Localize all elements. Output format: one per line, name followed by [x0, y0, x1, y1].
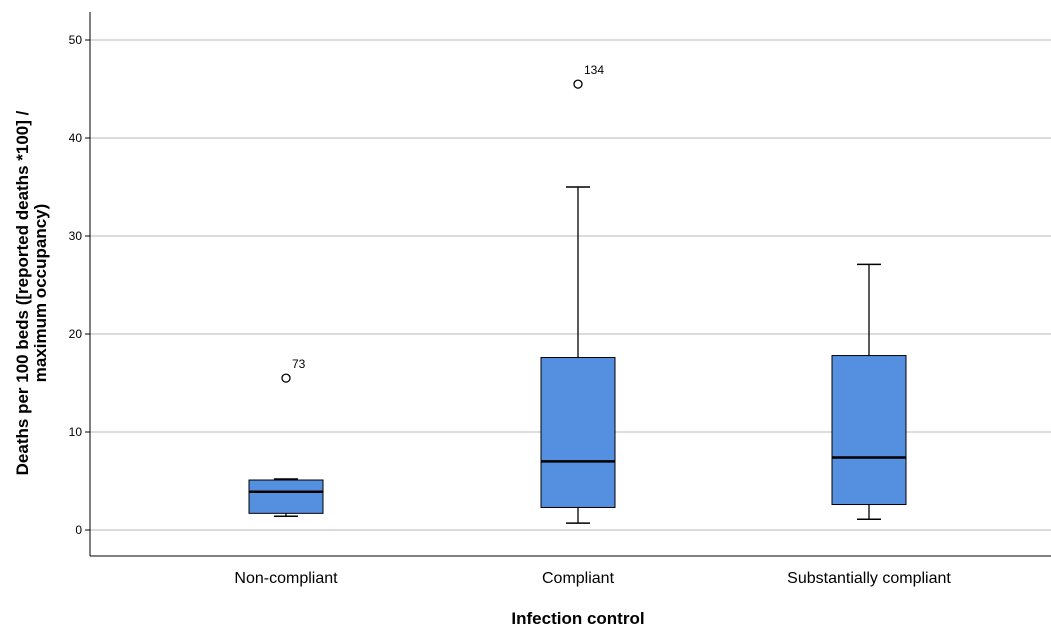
y-axis-title: Deaths per 100 beds ([reported deaths *1… [13, 110, 50, 475]
grid-lines [90, 39, 1051, 531]
box-1: 73 [248, 357, 324, 518]
y-tick-label: 50 [69, 33, 83, 47]
category-label: Compliant [542, 570, 615, 587]
boxes: 73 134 [248, 63, 907, 524]
iqr-box [248, 479, 324, 514]
iqr-box [831, 355, 907, 506]
y-tick-label: 30 [69, 229, 83, 243]
y-axis-title-line-1: Deaths per 100 beds ([reported deaths *1… [13, 110, 32, 475]
category-label: Non-compliant [234, 570, 338, 587]
y-tick-label: 0 [75, 523, 82, 537]
y-tick-label: 20 [69, 327, 83, 341]
y-tick-label: 40 [69, 131, 83, 145]
y-axis-title-line-2: maximum occupancy) [31, 204, 50, 383]
box-3 [831, 263, 907, 520]
y-tick-labels: 0 10 20 30 40 50 [69, 33, 90, 537]
outlier-point [573, 79, 583, 89]
outlier-point [281, 373, 291, 383]
outlier-label: 73 [292, 357, 306, 371]
box-2: 134 [540, 63, 616, 524]
x-axis-title: Infection control [511, 609, 644, 628]
category-labels: Non-compliant Compliant Substantially comp… [234, 570, 951, 587]
category-label: Substantially compliant [787, 570, 951, 587]
axes [89, 12, 1051, 557]
outlier-label: 134 [584, 63, 604, 77]
iqr-box [540, 357, 616, 508]
y-tick-label: 10 [69, 425, 83, 439]
